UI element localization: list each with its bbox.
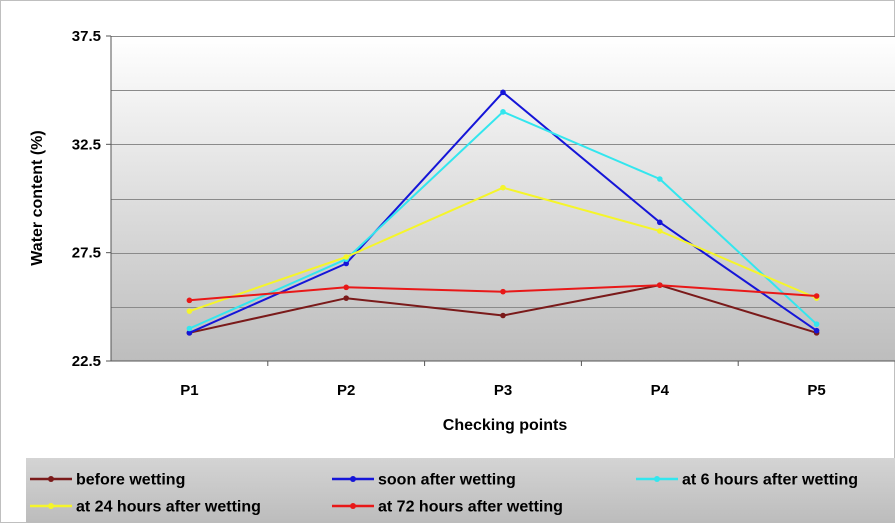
legend-item: at 24 hours after wetting xyxy=(30,499,261,516)
data-point xyxy=(657,282,663,288)
legend-swatch-marker xyxy=(350,503,356,509)
data-point xyxy=(186,308,193,314)
data-point xyxy=(343,284,350,291)
data-point xyxy=(813,327,820,334)
data-point xyxy=(343,254,350,260)
y-tick-label: 27.5 xyxy=(72,245,101,262)
data-point xyxy=(813,293,820,299)
legend-box xyxy=(26,458,895,523)
x-tick-label: P4 xyxy=(651,382,670,399)
legend-label: at 24 hours after wetting xyxy=(76,499,261,516)
data-point xyxy=(500,184,506,191)
y-axis-ticks: 37.5 32.5 27.5 22.5 xyxy=(72,28,111,370)
x-tick-label: P5 xyxy=(807,382,825,399)
x-tick-label: P1 xyxy=(180,382,198,399)
data-point xyxy=(343,295,350,301)
x-axis-ticks: P1 P2 P3 P4 P5 xyxy=(180,361,826,399)
legend-item: soon after wetting xyxy=(332,472,516,489)
data-point xyxy=(186,330,193,336)
data-point xyxy=(186,325,193,332)
legend-item: at 6 hours after wetting xyxy=(636,472,858,489)
legend-label: soon after wetting xyxy=(378,472,516,489)
legend-swatch-marker xyxy=(48,503,54,509)
legend-label: before wetting xyxy=(76,472,185,489)
data-point xyxy=(657,219,663,226)
legend-swatch-marker xyxy=(48,476,54,482)
y-axis-title: Water content (%) xyxy=(29,130,46,265)
y-tick-label: 32.5 xyxy=(72,136,101,153)
legend-item: before wetting xyxy=(30,472,185,489)
data-point xyxy=(657,228,663,234)
x-axis-title: Checking points xyxy=(443,417,568,434)
series-4 xyxy=(186,282,820,304)
y-tick-label: 37.5 xyxy=(72,28,101,45)
legend: before wetting soon after wetting at 6 hou… xyxy=(30,472,858,516)
data-point xyxy=(343,260,350,267)
legend-label: at 6 hours after wetting xyxy=(682,472,858,489)
legend-swatch-marker xyxy=(654,476,660,482)
data-point xyxy=(500,109,506,115)
legend-item: at 72 hours after wetting xyxy=(332,499,563,516)
data-point xyxy=(500,288,506,295)
series-1 xyxy=(186,89,820,336)
data-point xyxy=(500,312,506,319)
y-tick-label: 22.5 xyxy=(72,353,101,370)
x-tick-label: P2 xyxy=(337,382,355,399)
data-point xyxy=(186,297,193,304)
x-tick-label: P3 xyxy=(494,382,512,399)
data-point xyxy=(813,321,820,327)
data-point xyxy=(657,176,663,182)
legend-swatch-marker xyxy=(350,476,356,482)
series-group xyxy=(186,89,820,336)
legend-label: at 72 hours after wetting xyxy=(378,499,563,516)
data-point xyxy=(500,89,506,96)
